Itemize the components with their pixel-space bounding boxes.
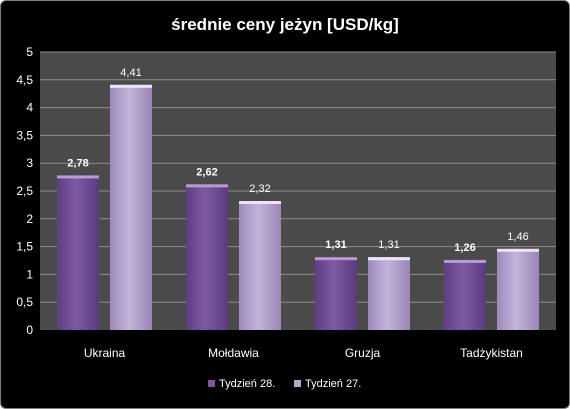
- data-label: 2,62: [196, 166, 217, 178]
- bars: [57, 84, 539, 330]
- data-label: 1,31: [378, 239, 399, 251]
- data-label: 2,78: [67, 157, 88, 169]
- data-label: 2,32: [249, 183, 270, 195]
- y-tick-label: 4: [26, 101, 33, 115]
- x-axis-ticks: Ukraina Mołdawia Gruzja Tadżykistan: [84, 346, 523, 360]
- bar-top-highlight: [368, 257, 410, 261]
- bar: [186, 184, 228, 330]
- data-labels: 2,78 4,41 2,62 2,32 1,31 1,31 1,26 1,46: [67, 67, 528, 254]
- legend: Tydzień 28. Tydzień 27.: [208, 378, 361, 390]
- bar: [110, 84, 152, 330]
- bar: [497, 248, 539, 330]
- y-axis-ticks: 0 0,5 1 1,5 2 2,5 3 3,5 4 4,5 5: [16, 45, 33, 337]
- bar-top-highlight: [57, 175, 99, 179]
- data-label: 1,26: [454, 242, 475, 254]
- legend-swatch-series-1: [208, 380, 215, 387]
- y-tick-label: 0,5: [16, 295, 33, 309]
- bar: [444, 259, 486, 330]
- legend-swatch-series-2: [294, 380, 301, 387]
- bar-top-highlight: [110, 84, 152, 88]
- bar-top-highlight: [186, 184, 228, 188]
- bar-top-highlight: [444, 259, 486, 263]
- y-tick-label: 2: [26, 212, 33, 226]
- y-tick-label: 3,5: [16, 128, 33, 142]
- data-label: 1,46: [507, 231, 528, 243]
- x-tick-label: Ukraina: [84, 346, 126, 360]
- y-tick-label: 3: [26, 156, 33, 170]
- data-label: 4,41: [120, 67, 141, 79]
- bar: [239, 201, 281, 330]
- y-tick-label: 5: [26, 45, 33, 59]
- x-tick-label: Tadżykistan: [460, 346, 523, 360]
- chart-title: średnie ceny jeżyn [USD/kg]: [171, 15, 399, 34]
- y-tick-label: 2,5: [16, 184, 33, 198]
- y-tick-label: 4,5: [16, 73, 33, 87]
- y-tick-label: 1: [26, 267, 33, 281]
- bar-top-highlight: [315, 257, 357, 261]
- legend-label-series-2: Tydzień 27.: [305, 378, 361, 390]
- bar: [315, 257, 357, 330]
- y-tick-label: 0: [26, 323, 33, 337]
- x-tick-label: Mołdawia: [208, 346, 259, 360]
- data-label: 1,31: [325, 239, 346, 251]
- bar-top-highlight: [239, 201, 281, 205]
- bar: [57, 175, 99, 330]
- x-tick-label: Gruzja: [345, 346, 381, 360]
- legend-label-series-1: Tydzień 28.: [219, 378, 275, 390]
- bar-top-highlight: [497, 248, 539, 252]
- bar: [368, 257, 410, 330]
- y-tick-label: 1,5: [16, 240, 33, 254]
